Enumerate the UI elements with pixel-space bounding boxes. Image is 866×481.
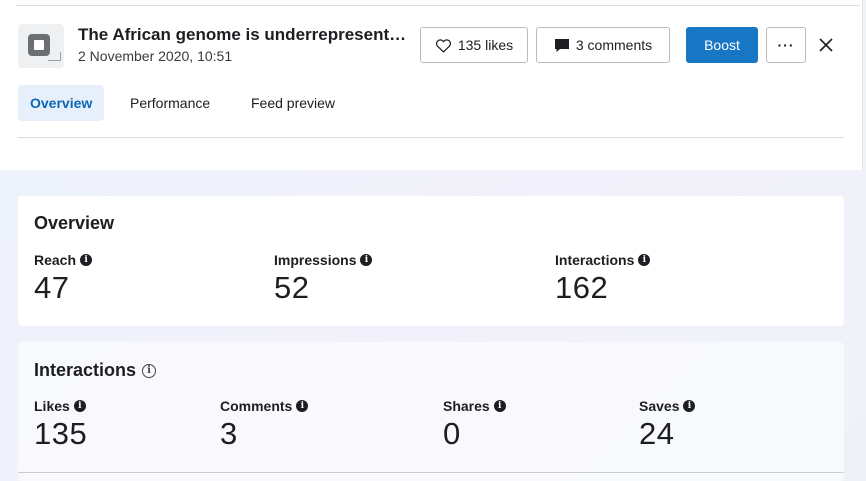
top-divider	[16, 5, 860, 6]
metric-saves: Saves i 24	[639, 398, 696, 452]
close-button[interactable]	[814, 33, 838, 57]
metric-label: Reach	[34, 252, 77, 268]
heart-icon	[435, 38, 452, 53]
metric-label: Shares	[443, 398, 490, 414]
close-icon	[819, 38, 833, 52]
likes-button[interactable]: 135 likes	[420, 27, 528, 63]
metric-value: 162	[555, 270, 609, 305]
info-icon[interactable]: i	[360, 254, 373, 266]
interactions-title-row: Interactions i	[34, 360, 157, 381]
info-icon[interactable]: i	[142, 364, 157, 379]
info-icon[interactable]: i	[493, 400, 506, 412]
info-icon[interactable]: i	[638, 254, 651, 266]
metric-value: 135	[34, 416, 88, 451]
overview-card: Overview Reach i 47 Impressions i 52 Inter…	[18, 196, 844, 326]
metric-label: Comments	[220, 398, 293, 414]
interactions-title: Interactions	[34, 360, 137, 380]
tab-overview[interactable]: Overview	[18, 85, 105, 121]
metric-label: Likes	[34, 398, 70, 414]
info-icon[interactable]: i	[80, 254, 93, 266]
post-thumbnail	[18, 24, 64, 68]
bottom-divider	[18, 472, 844, 473]
interactions-card: Interactions i Likes i 135 Comments i 3 Sha…	[18, 342, 844, 481]
info-icon[interactable]: i	[296, 400, 309, 412]
boost-button[interactable]: Boost	[686, 27, 758, 63]
likes-label: 135 likes	[457, 37, 514, 53]
metric-label: Interactions	[555, 252, 635, 268]
metric-shares: Shares i 0	[443, 398, 506, 452]
tabs-divider	[18, 137, 844, 138]
metric-reach: Reach i 47	[34, 252, 93, 306]
metric-value: 47	[34, 270, 70, 305]
metric-comments: Comments i 3	[220, 398, 309, 452]
comments-label: 3 comments	[575, 37, 653, 53]
comment-bubble-icon	[554, 38, 570, 53]
post-date: 2 November 2020, 10:51	[78, 48, 233, 64]
overview-title: Overview	[34, 213, 115, 233]
metric-likes: Likes i 135	[34, 398, 87, 452]
comments-button[interactable]: 3 comments	[536, 27, 670, 63]
metric-value: 52	[274, 270, 310, 305]
metric-label: Saves	[639, 398, 680, 414]
info-icon[interactable]: i	[73, 400, 86, 412]
tab-feed-preview[interactable]: Feed preview	[251, 95, 336, 111]
metric-impressions: Impressions i 52	[274, 252, 373, 306]
thumbnail-inner-shape	[32, 38, 46, 52]
metric-value: 0	[443, 416, 461, 451]
info-icon[interactable]: i	[683, 400, 696, 412]
post-header-panel: The African genome is underrepresented i…	[0, 0, 863, 170]
thumbnail-scribble	[48, 52, 61, 61]
tab-performance[interactable]: Performance	[130, 95, 211, 111]
more-options-button[interactable]: ···	[766, 27, 806, 63]
metric-value: 24	[639, 416, 675, 451]
post-title: The African genome is underrepresented i…	[78, 25, 408, 44]
metric-label: Impressions	[274, 252, 357, 268]
metric-value: 3	[220, 416, 238, 451]
metric-interactions: Interactions i 162	[555, 252, 651, 306]
